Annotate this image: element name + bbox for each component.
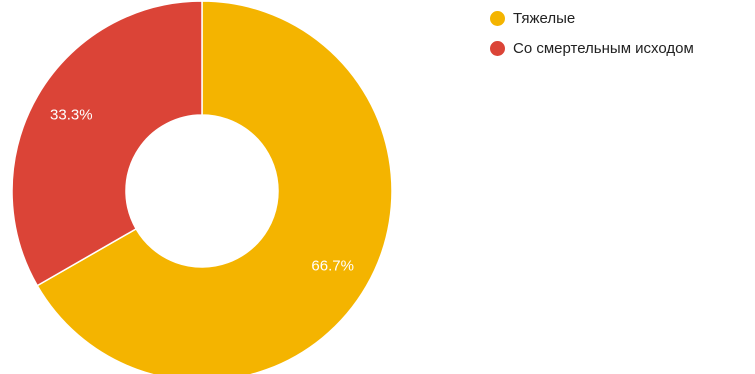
legend-swatch-severe: [490, 10, 505, 26]
pie-slices: [11, 0, 393, 374]
legend-swatch-fatal: [490, 40, 505, 56]
legend: Тяжелые Со смертельным исходом: [490, 9, 694, 69]
pie-slice-fatal[interactable]: [11, 0, 203, 287]
legend-item-fatal[interactable]: Со смертельным исходом: [490, 39, 694, 57]
legend-item-severe[interactable]: Тяжелые: [490, 9, 694, 27]
legend-label-fatal: Со смертельным исходом: [513, 39, 694, 57]
pie-slice-severe[interactable]: [36, 0, 393, 374]
slice-label-fatal: 33.3%: [50, 106, 93, 123]
legend-label-severe: Тяжелые: [513, 9, 576, 27]
slice-label-severe: 66.7%: [311, 258, 354, 275]
pie-slice-labels: 66.7% 33.3%: [50, 106, 354, 274]
